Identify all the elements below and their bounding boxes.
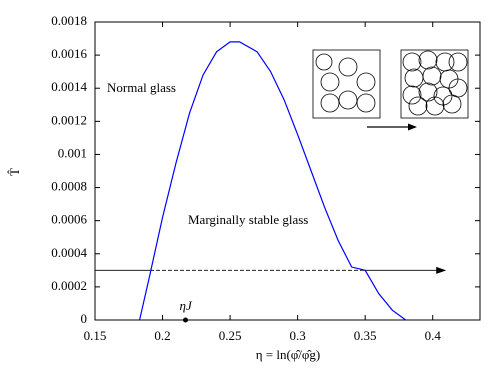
- y-tick-label: 0.0012: [51, 112, 87, 127]
- y-tick-label: 0.001: [58, 145, 87, 160]
- x-tick-label: 0.2: [154, 328, 170, 343]
- y-tick-label: 0.0008: [51, 179, 87, 194]
- annotation: Marginally stable glass: [188, 212, 308, 227]
- y-axis-label: T̂: [7, 168, 22, 176]
- annotation: Normal glass: [107, 80, 176, 95]
- eta-j-point: [183, 317, 189, 323]
- y-tick-label: 0.0016: [51, 46, 87, 61]
- curve: [138, 41, 407, 321]
- x-tick-label: 0.35: [354, 328, 377, 343]
- x-tick-label: 0.4: [425, 328, 442, 343]
- x-tick-label: 0.25: [219, 328, 242, 343]
- inset-arrow: [367, 123, 417, 131]
- y-tick-label: 0.0018: [51, 13, 87, 28]
- plot-frame: [94, 21, 481, 321]
- x-axis-label: η = ln(φ̂/φ̂g): [256, 347, 321, 362]
- y-tick-label: 0.0014: [51, 79, 87, 94]
- x-tick-label: 0.3: [290, 328, 306, 343]
- inset-dense: [400, 49, 469, 119]
- y-tick-label: 0: [81, 311, 88, 326]
- arrow-head: [436, 266, 447, 274]
- inset-dilute: [312, 49, 381, 119]
- y-tick-label: 0.0002: [51, 278, 87, 293]
- y-tick-label: 0.0004: [51, 245, 87, 260]
- x-tick-label: 0.15: [84, 328, 107, 343]
- y-tick-label: 0.0006: [51, 212, 87, 227]
- point-label: ηJ: [180, 298, 193, 313]
